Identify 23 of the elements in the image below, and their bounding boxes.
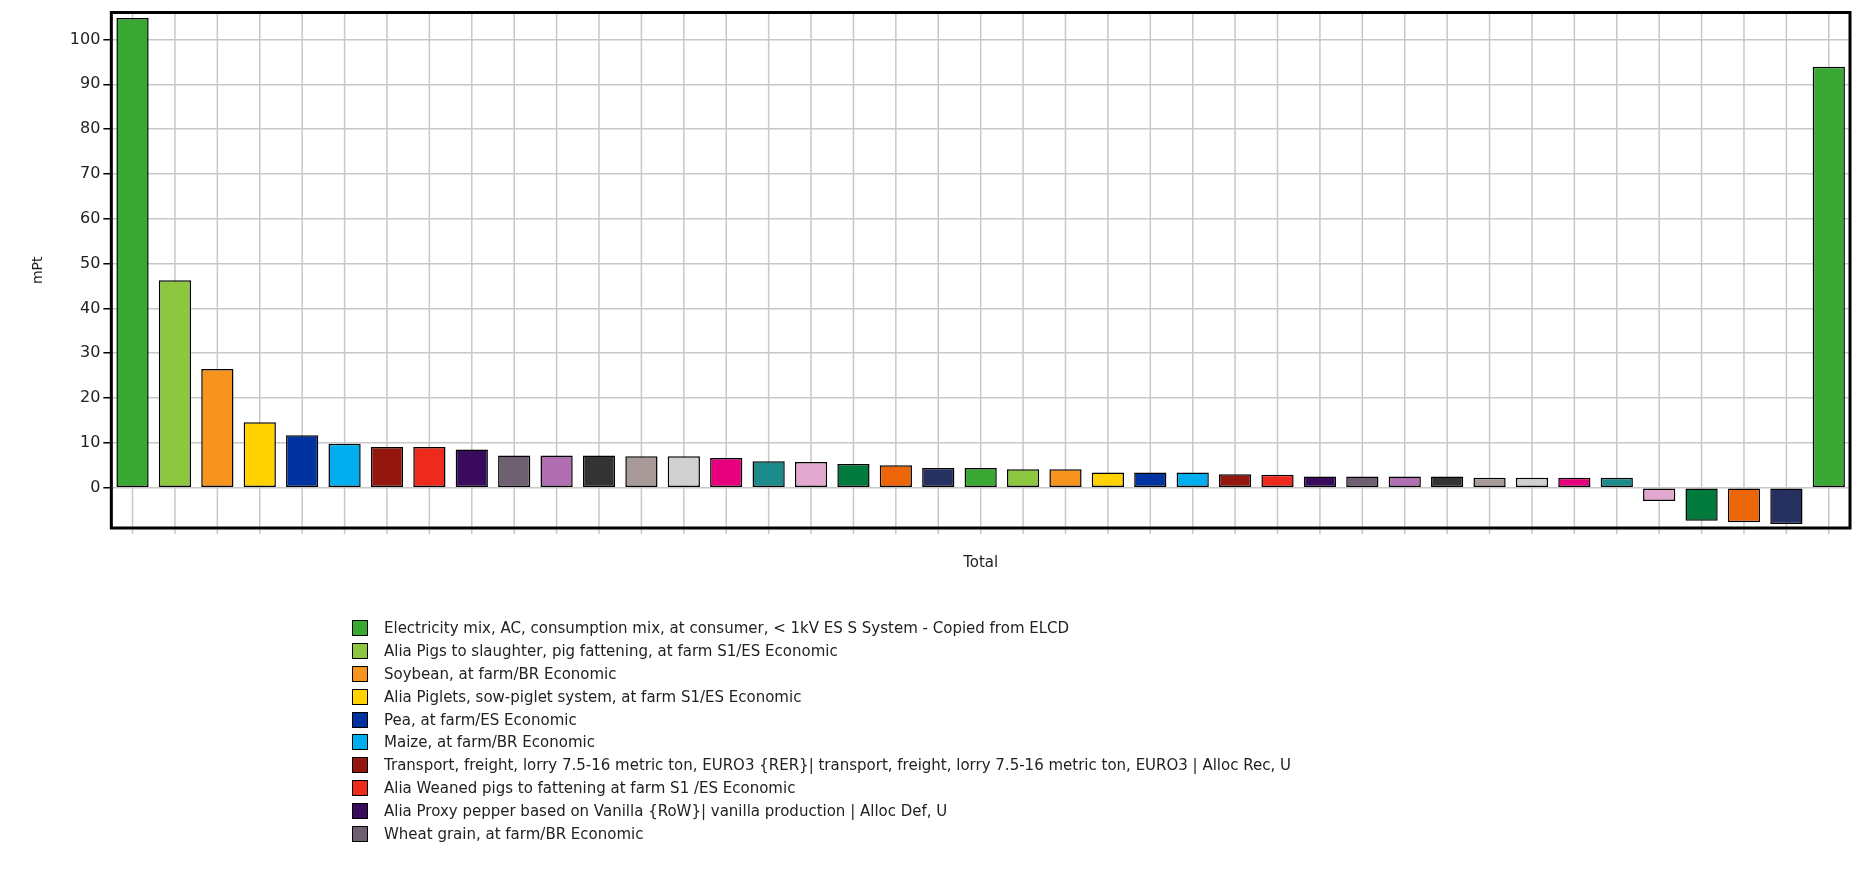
y-tick-label: 10 [79, 432, 101, 451]
y-tick-label: 0 [90, 476, 101, 496]
y-tick-label: 80 [79, 118, 101, 138]
y-axis-title: mPt [29, 256, 46, 285]
legend-label: Wheat grain, at farm/BR Economic [384, 824, 644, 843]
x-tick-label: Total [962, 552, 999, 571]
y-tick-label: 20 [79, 387, 101, 407]
y-tick-label: 30 [79, 342, 101, 362]
y-tick-label: 90 [79, 73, 101, 93]
legend-label: Maize, at farm/BR Economic [384, 733, 595, 752]
legend-label: Alia Piglets, sow-piglet system, at farm S1/ES Economic [384, 687, 802, 706]
legend-label: Alia Pigs to slaughter, pig fattening, at farm S1/ES Economic [384, 642, 838, 661]
legend-label: Transport, freight, lorry 7.5-16 metric ton, EURO3 {RER}| transport, freight, lorry 7.5-16 metric ton, EURO3 | Alloc Rec, U [384, 756, 1291, 775]
y-tick-label: 50 [79, 252, 101, 272]
legend-label: Electricity mix, AC, consumption mix, at consumer, < 1kV ES S System - Copied from ELCD [384, 619, 1070, 638]
y-tick-label: 100 [69, 28, 101, 48]
y-tick-label: 60 [79, 207, 101, 227]
y-tick-label: 70 [79, 163, 101, 183]
legend-label: Soybean, at farm/BR Economic [384, 664, 617, 683]
legend-label: Pea, at farm/ES Economic [384, 710, 577, 729]
legend-label: Alia Weaned pigs to fattening at farm S1 /ES Economic [384, 778, 796, 797]
y-tick-label: 40 [79, 297, 101, 317]
legend-label: Alia Proxy pepper based on Vanilla {RoW}| vanilla production | Alloc Def, U [384, 801, 948, 820]
